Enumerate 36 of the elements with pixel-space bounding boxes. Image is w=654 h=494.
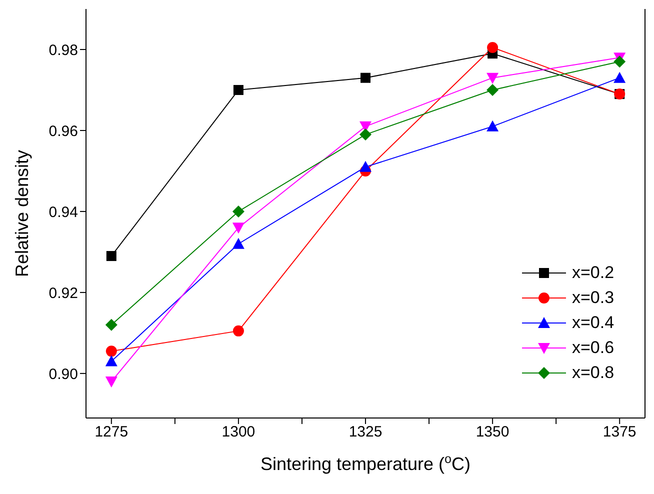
point: [360, 72, 370, 83]
y-tick-label: 0.92: [48, 284, 78, 302]
x-tick-label: 1300: [222, 424, 256, 441]
point: [487, 42, 498, 53]
x-tick-label: 1350: [476, 424, 510, 441]
point: [106, 251, 116, 262]
x-tick-label: 1325: [348, 424, 382, 441]
legend-label: x=0.3: [572, 288, 614, 308]
point: [105, 355, 118, 366]
legend-label: x=0.8: [572, 362, 614, 382]
y-tick-label: 0.96: [48, 122, 78, 140]
point: [105, 318, 118, 331]
y-tick-label: 0.94: [48, 204, 78, 221]
point: [614, 56, 626, 68]
x-tick-label: 1375: [602, 424, 636, 441]
x-axis-title: Sintering temperature ($^{o}$C): [260, 452, 471, 474]
point: [106, 346, 117, 357]
point: [360, 160, 372, 172]
point: [232, 238, 244, 249]
point: [486, 120, 499, 132]
y-tick-label: 0.98: [48, 42, 78, 59]
point: [614, 72, 626, 83]
legend-label: x=0.2: [572, 262, 614, 282]
legend-label: x=0.4: [572, 312, 614, 332]
point: [233, 84, 244, 95]
point: [105, 376, 118, 388]
point: [360, 128, 372, 141]
point: [486, 84, 499, 96]
x-tick-label: 1275: [94, 424, 128, 441]
legend-label: x=0.6: [572, 338, 614, 358]
y-axis-title: Relative density: [12, 150, 32, 278]
point: [486, 72, 499, 84]
point: [232, 222, 244, 234]
y-tick-label: 0.90: [48, 366, 78, 383]
point: [232, 205, 244, 218]
point: [232, 325, 244, 336]
